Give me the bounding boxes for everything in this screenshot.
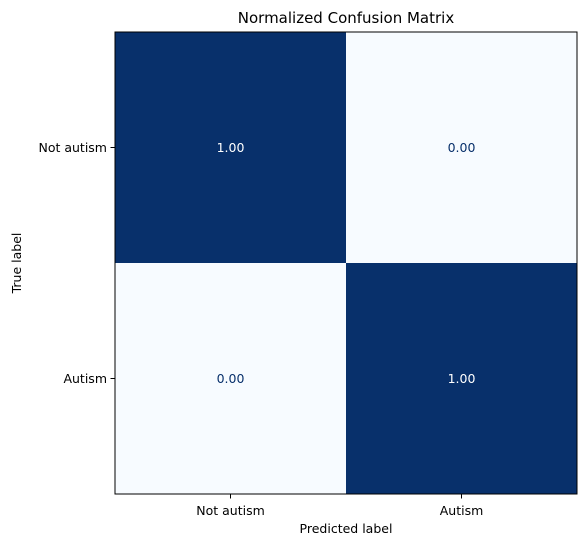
heatmap-cell-labels: 1.00 0.00 0.00 1.00 xyxy=(217,140,476,386)
x-tick-label: Not autism xyxy=(196,503,265,518)
heatmap-cells xyxy=(115,32,577,494)
y-axis-ticks: Not autism Autism xyxy=(38,140,115,386)
cell-value-label-r0-c1: 0.00 xyxy=(448,140,476,155)
y-tick-label: Autism xyxy=(63,371,107,386)
cell-value-label-r0-c0: 1.00 xyxy=(217,140,245,155)
heatmap-cell-r0-c0 xyxy=(115,32,346,263)
heatmap-cell-r1-c1 xyxy=(346,263,577,494)
heatmap-cell-r1-c0 xyxy=(115,263,346,494)
y-tick-label: Not autism xyxy=(38,140,107,155)
cell-value-label-r1-c1: 1.00 xyxy=(448,371,476,386)
x-axis-label: Predicted label xyxy=(300,521,393,536)
cell-value-label-r1-c0: 0.00 xyxy=(217,371,245,386)
y-axis-label: True label xyxy=(9,233,24,295)
chart-title: Normalized Confusion Matrix xyxy=(238,9,455,27)
x-tick-label: Autism xyxy=(440,503,484,518)
x-axis-ticks: Not autism Autism xyxy=(196,494,483,518)
heatmap-cell-r0-c1 xyxy=(346,32,577,263)
plot-frame xyxy=(114,31,578,495)
